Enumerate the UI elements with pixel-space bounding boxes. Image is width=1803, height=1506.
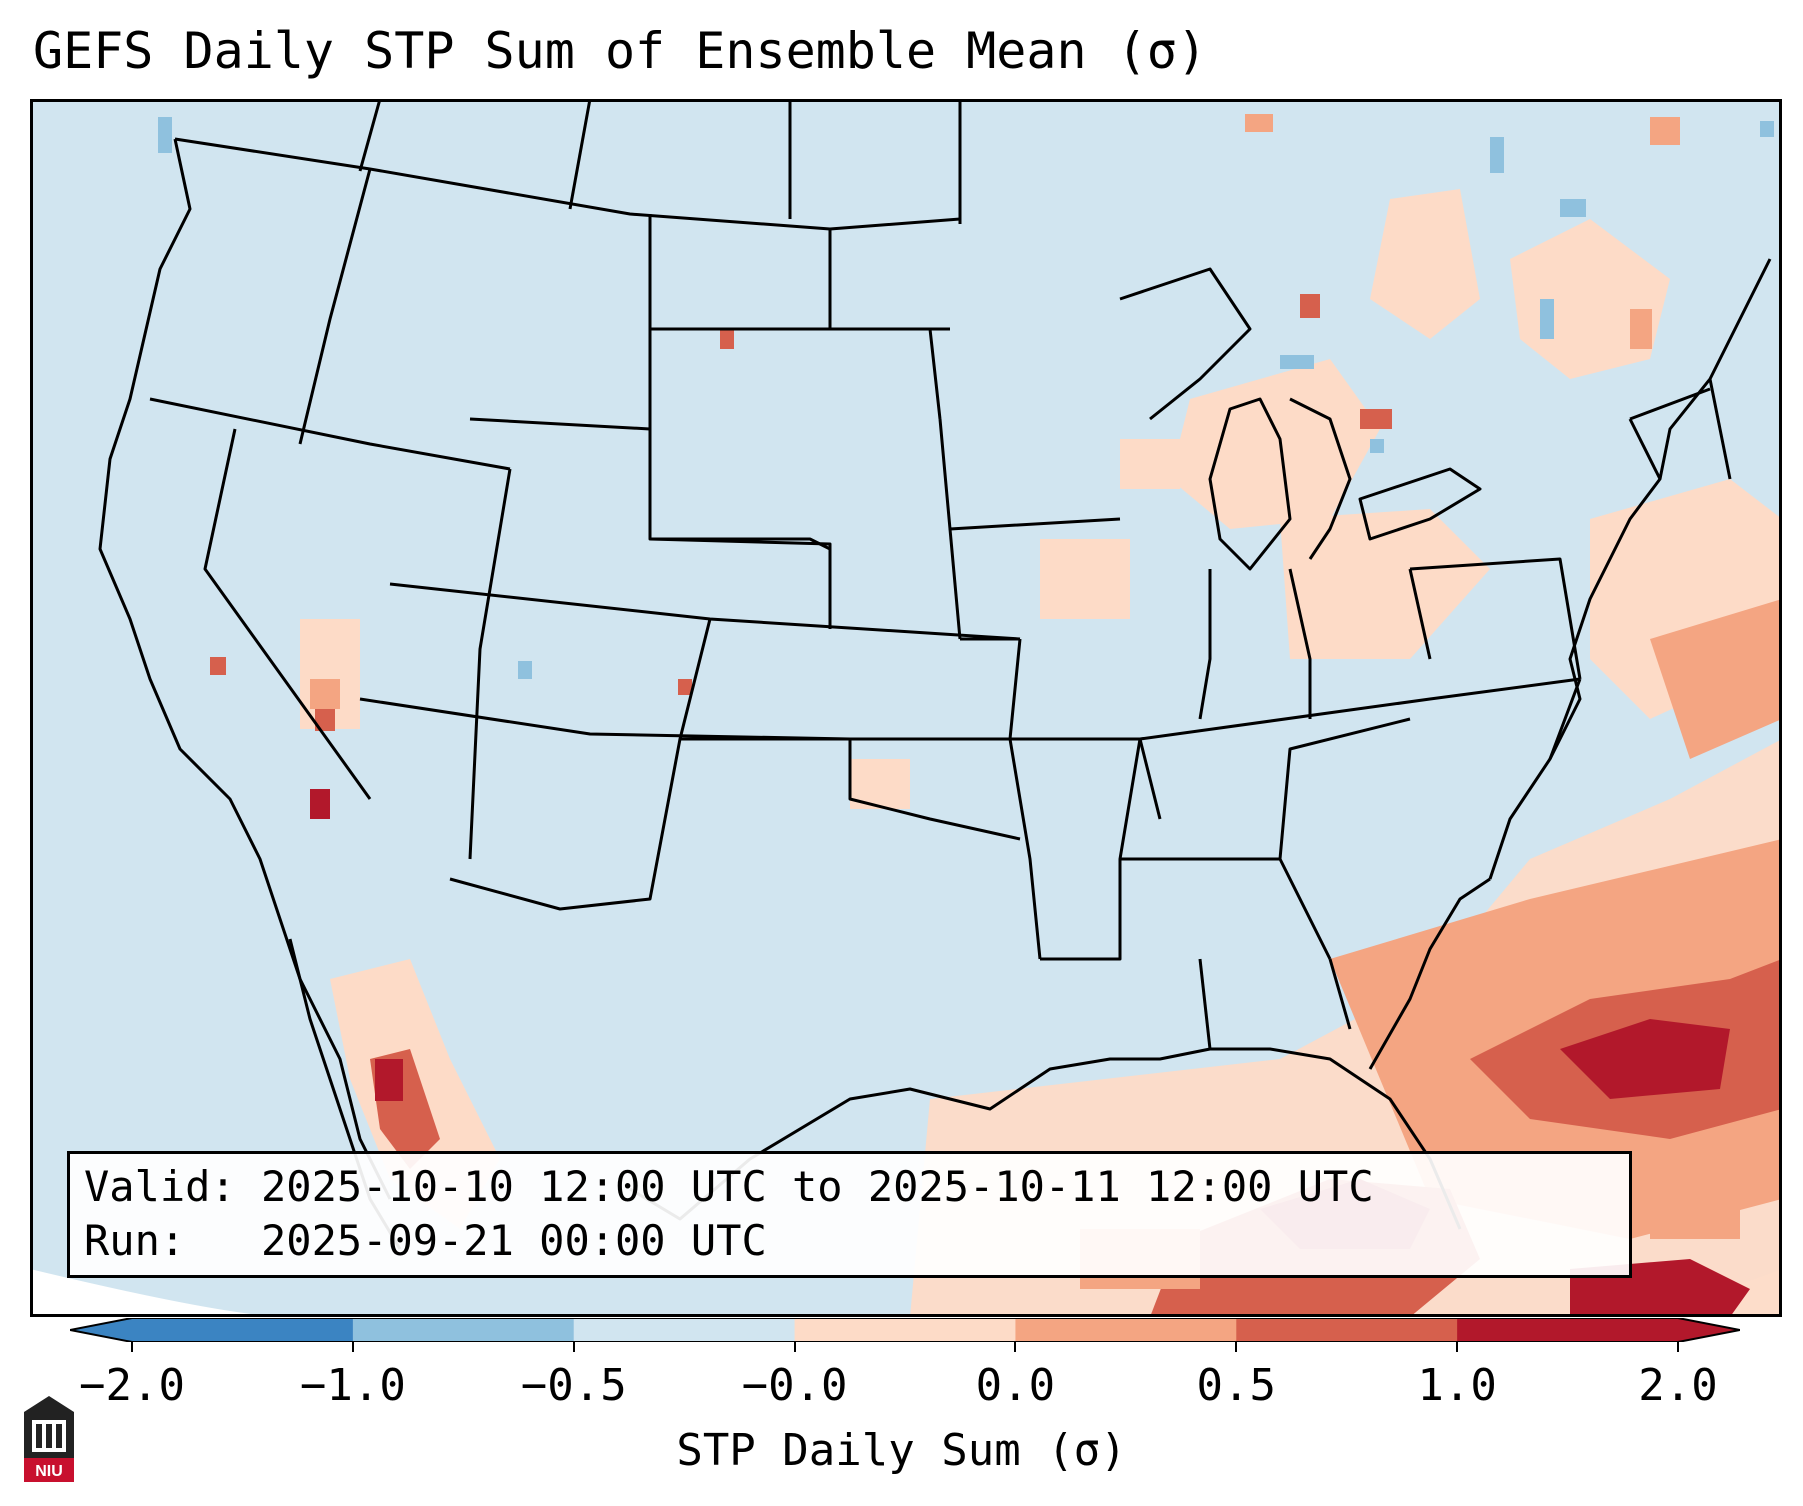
- logo-text: NIU: [35, 1463, 63, 1480]
- valid-label: Valid:: [84, 1162, 236, 1211]
- colorbar-tick-mark: [1014, 1342, 1017, 1352]
- niu-logo: NIU: [24, 1396, 74, 1482]
- run-label: Run:: [84, 1216, 186, 1265]
- colorbar-segment: [1236, 1318, 1458, 1342]
- colorbar-tick-label: −0.0: [741, 1360, 848, 1411]
- colorbar-tick-mark: [131, 1342, 133, 1352]
- colorbar-tick-mark: [572, 1342, 575, 1352]
- colorbar-segment: [794, 1318, 1016, 1342]
- map-frame: [30, 99, 1782, 1317]
- colorbar-tick-label: 2.0: [1638, 1360, 1718, 1411]
- colorbar-tick-label: 0.5: [1196, 1360, 1277, 1411]
- colorbar-tick-mark: [1235, 1342, 1238, 1352]
- valid-value: 2025-10-10 12:00 UTC to 2025-10-11 12:00…: [261, 1162, 1374, 1211]
- colorbar-tick-mark: [793, 1342, 796, 1352]
- colorbar: [69, 1317, 1741, 1343]
- colorbar-extend-high: [1678, 1318, 1740, 1342]
- colorbar-segment: [132, 1318, 354, 1342]
- colorbar-tick-label: −1.0: [299, 1360, 406, 1411]
- colorbar-tick-label: 1.0: [1417, 1360, 1497, 1411]
- run-row: Run: 2025-09-21 00:00 UTC: [84, 1214, 1615, 1268]
- colorbar-tick-label: 0.0: [975, 1360, 1056, 1411]
- colorbar-tick-label: −2.0: [79, 1360, 185, 1411]
- colorbar-tick-mark: [351, 1342, 354, 1352]
- colorbar-tick-mark: [1456, 1342, 1459, 1352]
- run-value: 2025-09-21 00:00 UTC: [261, 1216, 767, 1265]
- colorbar-segment: [573, 1318, 796, 1342]
- domain-edge-left: [30, 1269, 290, 1317]
- valid-row: Valid: 2025-10-10 12:00 UTC to 2025-10-1…: [84, 1160, 1615, 1214]
- colorbar-tick-mark: [1677, 1342, 1679, 1352]
- colorbar-tick-label: −0.5: [520, 1360, 627, 1411]
- colorbar-label: STP Daily Sum (σ): [676, 1425, 1127, 1476]
- colorbar-segment: [1015, 1318, 1237, 1342]
- colorbar-extend-low: [70, 1318, 132, 1342]
- colorbar-segment: [1457, 1318, 1679, 1342]
- colorbar-svg: [69, 1317, 1741, 1343]
- chart-title: GEFS Daily STP Sum of Ensemble Mean (σ): [33, 22, 1207, 80]
- map-panel: [30, 99, 1782, 1317]
- colorbar-segment: [352, 1318, 575, 1342]
- info-box: Valid: 2025-10-10 12:00 UTC to 2025-10-1…: [67, 1151, 1632, 1278]
- stp-map: [30, 99, 1782, 1317]
- state-boundaries: [98, 99, 1772, 1250]
